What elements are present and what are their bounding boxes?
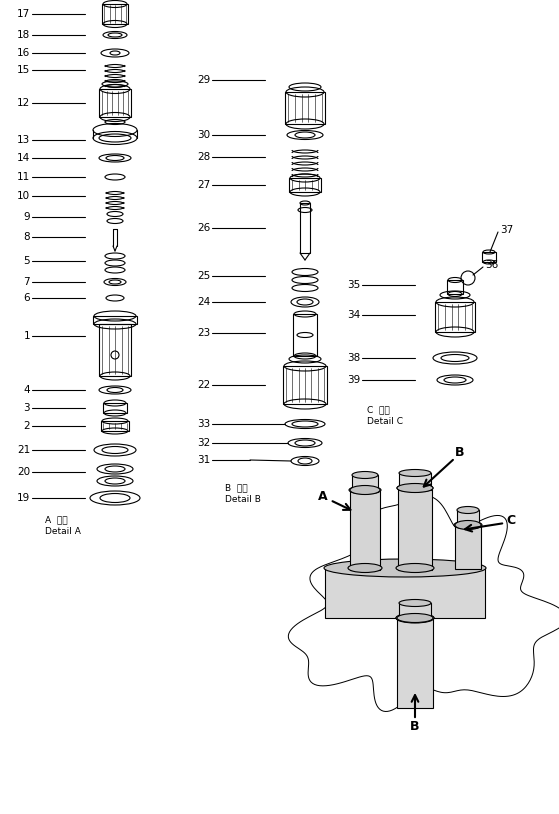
Text: 26: 26 [197,223,210,233]
Bar [103,403,127,413]
Text: 8: 8 [23,232,30,242]
Ellipse shape [397,484,433,492]
Text: 7: 7 [23,277,30,287]
Bar [283,366,327,404]
Text: 31: 31 [197,455,210,465]
Text: 1: 1 [23,331,30,341]
Bar [435,302,475,332]
Ellipse shape [399,599,431,606]
Ellipse shape [396,563,434,572]
Bar [285,92,325,124]
Text: 33: 33 [197,419,210,429]
Bar [93,316,137,324]
Bar [289,178,321,192]
Text: 30: 30 [197,130,210,140]
Text: C  詳細: C 詳細 [367,405,390,414]
Text: 29: 29 [197,75,210,85]
Text: 12: 12 [17,98,30,108]
Bar [99,324,131,376]
Text: 21: 21 [17,445,30,455]
Bar [300,203,310,253]
Text: 28: 28 [197,152,210,162]
Text: 11: 11 [17,172,30,182]
Text: 16: 16 [17,48,30,58]
Text: 23: 23 [197,328,210,338]
Ellipse shape [350,485,380,494]
Text: 37: 37 [500,225,513,235]
Text: 39: 39 [347,375,360,385]
Ellipse shape [397,614,433,623]
Bar [447,280,463,294]
Ellipse shape [348,563,382,572]
Ellipse shape [396,613,434,623]
Text: 20: 20 [17,467,30,477]
Text: 22: 22 [197,380,210,390]
Text: 15: 15 [17,65,30,75]
Text: 9: 9 [23,212,30,222]
Text: 10: 10 [17,191,30,201]
Bar [99,89,131,117]
Ellipse shape [399,470,431,476]
Text: 13: 13 [17,135,30,145]
Text: 17: 17 [17,9,30,19]
Text: 19: 19 [17,493,30,503]
Bar [398,488,432,570]
Text: 25: 25 [197,271,210,281]
Bar [101,421,129,431]
Text: 14: 14 [17,153,30,163]
Bar [457,510,479,527]
Text: 34: 34 [347,310,360,320]
Text: B: B [455,447,465,459]
Text: B: B [410,720,420,733]
Text: 38: 38 [347,353,360,363]
Ellipse shape [457,506,479,514]
Text: 36: 36 [485,260,498,270]
Text: C: C [506,514,515,527]
Bar [397,618,433,708]
Text: 18: 18 [17,30,30,40]
Text: 3: 3 [23,403,30,413]
Ellipse shape [324,559,486,577]
Bar [399,473,431,490]
Text: B  詳細: B 詳細 [225,484,248,492]
Bar [325,568,485,618]
Text: Detail B: Detail B [225,496,261,505]
Text: Detail A: Detail A [45,527,81,536]
Bar [102,4,128,24]
Text: 27: 27 [197,180,210,190]
Text: 5: 5 [23,256,30,266]
Bar [482,252,496,262]
Text: 2: 2 [23,421,30,431]
Ellipse shape [396,614,434,622]
Ellipse shape [349,486,381,494]
Ellipse shape [397,484,433,492]
Bar [352,475,378,492]
Text: A: A [318,491,328,504]
Text: 4: 4 [23,385,30,395]
Text: 32: 32 [197,438,210,448]
Text: 6: 6 [23,293,30,303]
Text: 35: 35 [347,280,360,290]
Bar [350,490,380,570]
Ellipse shape [455,520,481,529]
Bar [455,525,481,569]
Text: A  詳細: A 詳細 [45,515,68,524]
Bar [293,314,317,356]
Bar [399,603,431,620]
Ellipse shape [454,521,482,529]
Ellipse shape [352,471,378,479]
Text: Detail C: Detail C [367,418,403,427]
Text: 24: 24 [197,297,210,307]
